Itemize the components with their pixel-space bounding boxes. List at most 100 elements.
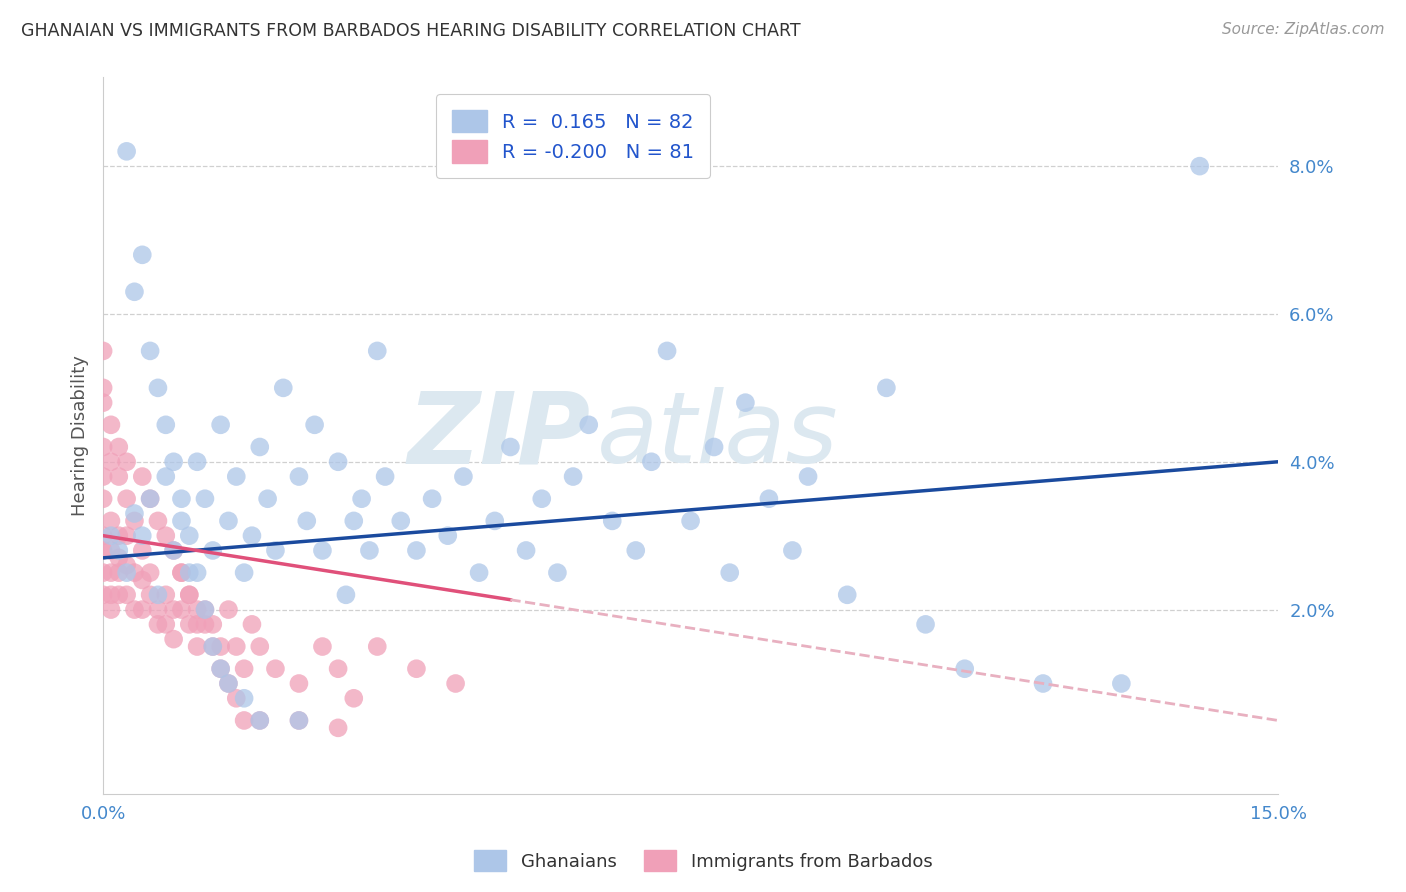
Point [115, 455, 138, 469]
Point [530, 491, 553, 506]
Text: Source: ZipAtlas.com: Source: ZipAtlas.com [1222, 22, 1385, 37]
Point [562, 469, 585, 483]
Point [624, 543, 647, 558]
Text: atlas: atlas [596, 387, 838, 484]
Point [194, 602, 217, 616]
Y-axis label: Hearing Disability: Hearing Disability [72, 356, 89, 516]
Point [179, 617, 201, 632]
Point [170, 491, 193, 506]
Point [100, 529, 122, 543]
Point [343, 691, 366, 706]
Text: ZIP: ZIP [408, 387, 591, 484]
Point [640, 455, 662, 469]
Point [100, 566, 122, 580]
Point [100, 455, 122, 469]
Point [679, 514, 702, 528]
Point [1111, 676, 1133, 690]
Point [131, 529, 153, 543]
Point [100, 417, 122, 432]
Point [201, 640, 224, 654]
Point [600, 514, 623, 528]
Point [91, 343, 114, 358]
Point [703, 440, 725, 454]
Point [170, 602, 193, 616]
Point [249, 714, 271, 728]
Point [311, 543, 333, 558]
Point [194, 602, 217, 616]
Point [91, 543, 114, 558]
Legend: Ghanaians, Immigrants from Barbados: Ghanaians, Immigrants from Barbados [467, 843, 939, 879]
Point [100, 514, 122, 528]
Point [115, 558, 138, 573]
Point [100, 602, 122, 616]
Point [546, 566, 568, 580]
Point [179, 588, 201, 602]
Point [578, 417, 600, 432]
Point [264, 543, 287, 558]
Point [115, 145, 138, 159]
Point [155, 469, 177, 483]
Point [155, 588, 177, 602]
Point [718, 566, 741, 580]
Point [1032, 676, 1054, 690]
Point [782, 543, 804, 558]
Point [91, 566, 114, 580]
Point [225, 640, 247, 654]
Point [155, 417, 177, 432]
Point [162, 632, 184, 647]
Point [366, 343, 388, 358]
Point [131, 573, 153, 587]
Point [179, 566, 201, 580]
Point [209, 662, 232, 676]
Point [366, 640, 388, 654]
Point [155, 529, 177, 543]
Point [326, 662, 349, 676]
Point [146, 588, 169, 602]
Point [389, 514, 412, 528]
Point [264, 662, 287, 676]
Point [734, 395, 756, 409]
Point [201, 617, 224, 632]
Point [374, 469, 396, 483]
Point [405, 543, 427, 558]
Point [249, 640, 271, 654]
Point [453, 469, 475, 483]
Point [124, 285, 146, 299]
Point [170, 514, 193, 528]
Point [146, 617, 169, 632]
Point [249, 714, 271, 728]
Point [124, 514, 146, 528]
Point [146, 381, 169, 395]
Point [209, 662, 232, 676]
Point [139, 491, 162, 506]
Point [953, 662, 976, 676]
Point [91, 381, 114, 395]
Point [115, 566, 138, 580]
Point [515, 543, 537, 558]
Point [162, 543, 184, 558]
Point [91, 469, 114, 483]
Point [91, 395, 114, 409]
Point [91, 491, 114, 506]
Point [131, 602, 153, 616]
Point [124, 507, 146, 521]
Point [295, 514, 318, 528]
Point [225, 469, 247, 483]
Point [91, 529, 114, 543]
Point [256, 491, 278, 506]
Point [405, 662, 427, 676]
Point [240, 529, 263, 543]
Point [115, 588, 138, 602]
Point [155, 617, 177, 632]
Point [194, 491, 217, 506]
Point [249, 440, 271, 454]
Point [499, 440, 522, 454]
Point [170, 566, 193, 580]
Point [217, 602, 239, 616]
Point [350, 491, 373, 506]
Point [186, 617, 208, 632]
Point [91, 588, 114, 602]
Point [217, 676, 239, 690]
Point [186, 455, 208, 469]
Point [271, 381, 294, 395]
